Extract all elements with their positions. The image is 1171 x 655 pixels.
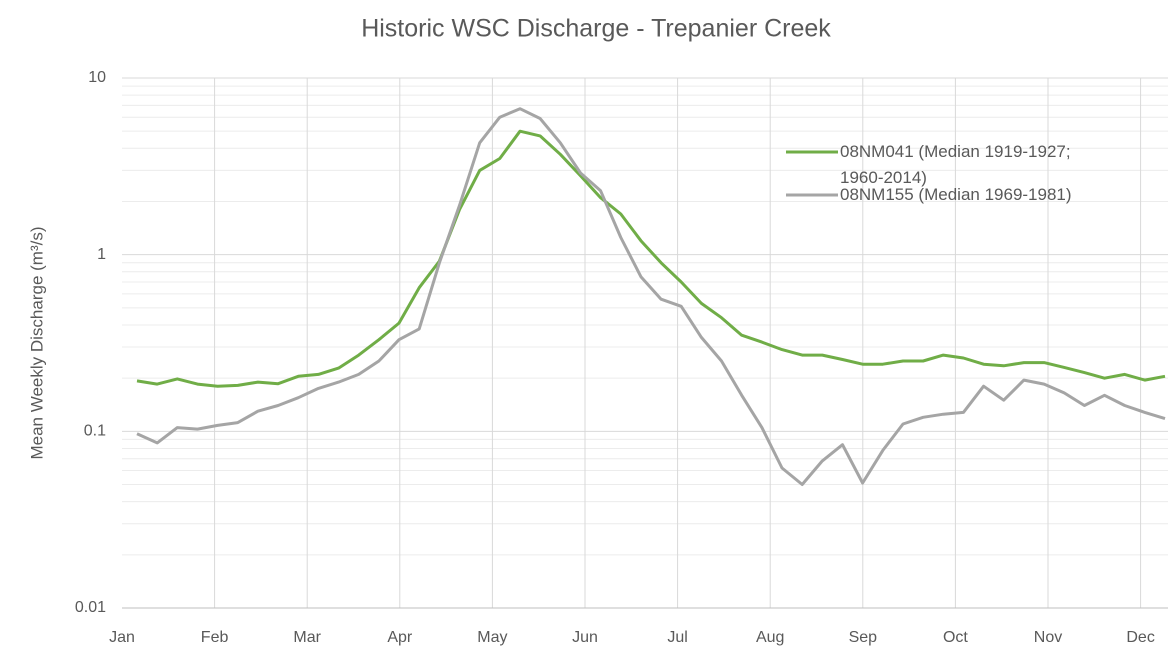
x-tick-label: Jan [109,629,135,646]
x-tick-label: Mar [293,629,321,646]
x-tick-label: Nov [1034,629,1062,646]
x-tick-label: Dec [1126,629,1154,646]
y-axis-label: Mean Weekly Discharge (m³/s) [27,226,46,459]
x-tick-label: Jun [572,629,598,646]
y-tick-label: 0.01 [75,599,106,616]
series-line [136,129,1166,388]
x-tick-label: Sep [849,629,878,646]
y-tick-label: 10 [88,69,106,86]
y-tick-label: 0.1 [84,423,106,440]
x-tick-label: Feb [201,629,229,646]
x-tick-label: Jul [667,629,687,646]
x-tick-label: May [477,629,507,646]
x-tick-label: Oct [943,629,968,646]
x-tick-label: Apr [387,629,413,646]
legend-label: 08NM041 (Median 1919-1927; 1960-2014) [840,142,1071,187]
chart-title: Historic WSC Discharge - Trepanier Creek [361,15,831,43]
series-line [136,107,1166,486]
legend-label: 08NM155 (Median 1969-1981) [840,185,1072,204]
x-tick-label: Aug [756,629,784,646]
y-tick-label: 1 [97,246,106,263]
